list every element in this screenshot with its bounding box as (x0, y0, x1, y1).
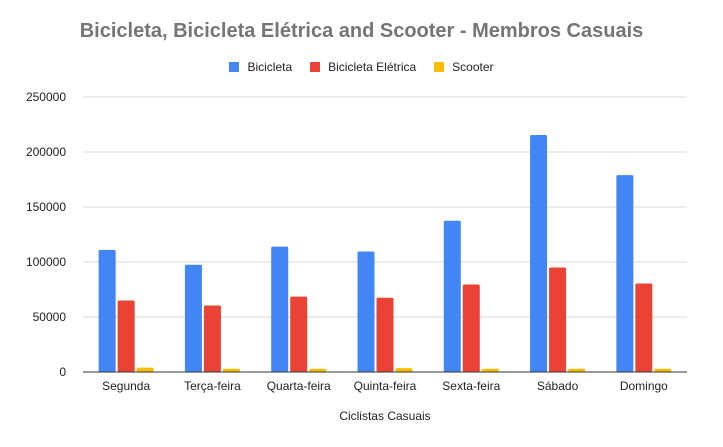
bar (530, 134, 548, 372)
y-tick-label: 0 (59, 365, 66, 379)
legend-item-bicicleta-eletrica: Bicicleta Elétrica (310, 60, 416, 74)
bar (271, 246, 289, 372)
legend-item-scooter: Scooter (434, 60, 494, 74)
x-tick-label: Domingo (620, 379, 668, 393)
bar (376, 297, 394, 372)
bar (549, 267, 567, 372)
y-tick-label: 150000 (26, 200, 66, 214)
legend-swatch-bicicleta-eletrica (310, 62, 321, 72)
legend: Bicicleta Bicicleta Elétrica Scooter (0, 60, 723, 74)
y-tick-label: 250000 (26, 90, 66, 104)
legend-swatch-scooter (434, 62, 445, 72)
x-tick-label: Sábado (537, 379, 579, 393)
y-tick-label: 100000 (26, 255, 66, 269)
y-tick-label: 200000 (26, 145, 66, 159)
bar (395, 368, 413, 372)
bar (136, 367, 154, 372)
legend-label-bicicleta: Bicicleta (247, 60, 293, 74)
x-axis-label: Ciclistas Casuais (339, 409, 430, 423)
bar (290, 296, 308, 372)
x-tick-label: Quarta-feira (267, 379, 331, 393)
bar (117, 300, 135, 372)
bar (222, 368, 240, 372)
bar (654, 368, 672, 372)
bar (309, 368, 327, 372)
bar (98, 249, 116, 372)
bar (568, 368, 586, 372)
x-tick-label: Sexta-feira (442, 379, 500, 393)
y-tick-label: 50000 (33, 310, 67, 324)
x-tick-label: Terça-feira (184, 379, 241, 393)
bar (481, 368, 499, 372)
legend-item-bicicleta: Bicicleta (229, 60, 292, 74)
legend-label-scooter: Scooter (452, 60, 494, 74)
bar (635, 283, 653, 372)
bar (357, 251, 375, 372)
x-tick-label: Segunda (102, 379, 150, 393)
bar (184, 264, 202, 372)
bar (616, 175, 634, 372)
chart-title: Bicicleta, Bicicleta Elétrica and Scoote… (79, 20, 644, 42)
legend-swatch-bicicleta (229, 62, 240, 72)
bar (462, 284, 480, 372)
bar (203, 305, 221, 372)
legend-label-bicicleta-eletrica: Bicicleta Elétrica (328, 60, 417, 74)
bar (443, 220, 461, 372)
x-tick-label: Quinta-feira (354, 379, 417, 393)
